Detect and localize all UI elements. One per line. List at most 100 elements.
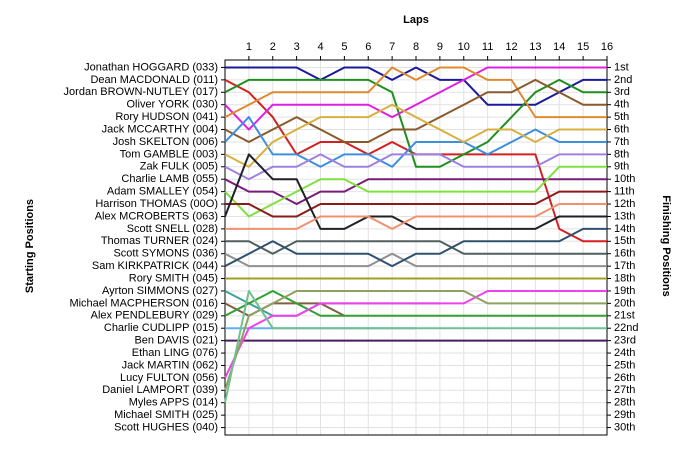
x-tick-label: 3 bbox=[294, 41, 300, 53]
y2-tick-label: 28th bbox=[614, 397, 635, 409]
x-tick-label: 4 bbox=[317, 41, 323, 53]
driver-label: Ayrton SIMMONS (027) bbox=[102, 285, 218, 297]
y2-tick-label: 8th bbox=[614, 148, 629, 160]
driver-label: Charlie CUDLIPP (015) bbox=[104, 322, 218, 334]
y2-tick-label: 6th bbox=[614, 123, 629, 135]
driver-label: Adam SMALLEY (054) bbox=[107, 186, 218, 198]
driver-label: Scott SNELL (028) bbox=[127, 223, 218, 235]
driver-label: Alex MCROBERTS (063) bbox=[95, 210, 218, 222]
y2-tick-label: 17th bbox=[614, 260, 635, 272]
y2-axis-title: Finishing Positions bbox=[660, 195, 672, 296]
y2-tick-label: 15th bbox=[614, 235, 635, 247]
driver-label: Thomas TURNER (024) bbox=[101, 235, 218, 247]
y2-tick-label: 5th bbox=[614, 111, 629, 123]
driver-line bbox=[225, 203, 607, 230]
x-tick-label: 16 bbox=[601, 41, 613, 53]
y2-tick-label: 13th bbox=[614, 210, 635, 222]
y2-tick-label: 25th bbox=[614, 359, 635, 371]
driver-line bbox=[224, 78, 607, 143]
x-tick-label: 10 bbox=[458, 41, 470, 53]
y2-tick-label: 26th bbox=[614, 372, 635, 384]
driver-label: Daniel LAMPORT (039) bbox=[102, 384, 218, 396]
y2-tick-label: 24th bbox=[614, 347, 635, 359]
driver-line bbox=[225, 66, 607, 106]
driver-label: Ethan LING (076) bbox=[132, 347, 218, 359]
driver-label: Tom GAMBLE (003) bbox=[120, 148, 218, 160]
y2-tick-label: 11th bbox=[614, 186, 635, 198]
driver-label: Rory SMITH (045) bbox=[129, 272, 218, 284]
driver-label: Josh SKELTON (006) bbox=[113, 136, 218, 148]
driver-line bbox=[224, 103, 607, 168]
y2-tick-label: 2nd bbox=[614, 74, 632, 86]
driver-line bbox=[225, 190, 607, 218]
driver-line bbox=[224, 153, 607, 181]
driver-label: Myles APPS (014) bbox=[129, 397, 218, 409]
driver-line bbox=[224, 289, 607, 379]
y2-tick-label: 16th bbox=[614, 248, 635, 260]
driver-label: Scott HUGHES (040) bbox=[114, 421, 218, 433]
x-tick-label: 9 bbox=[437, 41, 443, 53]
driver-line bbox=[224, 289, 607, 391]
driver-label: Jack MCCARTHY (004) bbox=[102, 123, 218, 135]
y2-tick-label: 14th bbox=[614, 223, 635, 235]
driver-label: Charlie LAMB (055) bbox=[121, 173, 218, 185]
driver-line bbox=[224, 178, 607, 206]
x-tick-label: 6 bbox=[365, 41, 371, 53]
driver-label: Michael SMITH (025) bbox=[114, 409, 218, 421]
driver-label: Michael MACPHERSON (016) bbox=[69, 297, 218, 309]
driver-line bbox=[224, 66, 607, 131]
y2-tick-label: 9th bbox=[614, 161, 629, 173]
y2-tick-label: 29th bbox=[614, 409, 635, 421]
y2-tick-label: 4th bbox=[614, 99, 629, 111]
driver-line bbox=[224, 252, 607, 268]
y2-tick-label: 30th bbox=[614, 421, 635, 433]
driver-label: Harrison THOMAS (00O) bbox=[95, 198, 218, 210]
x-tick-label: 11 bbox=[482, 41, 493, 53]
driver-label: Alex PENDLEBURY (029) bbox=[91, 310, 218, 322]
driver-line bbox=[224, 78, 607, 168]
driver-label: Oliver YORK (030) bbox=[127, 99, 219, 111]
driver-label: Scott SYMONS (036) bbox=[113, 248, 218, 260]
x-tick-label: 12 bbox=[505, 41, 517, 53]
y2-tick-label: 21st bbox=[614, 310, 635, 322]
chart-title: Laps bbox=[403, 14, 429, 26]
driver-line bbox=[225, 240, 607, 255]
driver-line bbox=[224, 165, 607, 218]
y-axis-title: Starting Positions bbox=[24, 199, 36, 293]
y2-tick-label: 19th bbox=[614, 285, 635, 297]
x-tick-label: 13 bbox=[529, 41, 541, 53]
driver-label: Jack MARTIN (062) bbox=[122, 359, 218, 371]
driver-line bbox=[224, 289, 607, 317]
y2-tick-label: 27th bbox=[614, 384, 635, 396]
driver-line bbox=[224, 289, 607, 403]
driver-line bbox=[224, 116, 607, 168]
y2-tick-label: 23rd bbox=[614, 335, 636, 347]
x-tick-label: 1 bbox=[246, 41, 252, 53]
driver-line bbox=[224, 227, 607, 268]
x-tick-label: 14 bbox=[553, 41, 565, 53]
driver-line bbox=[224, 153, 607, 230]
plot-border bbox=[224, 59, 608, 436]
y2-tick-label: 22nd bbox=[614, 322, 638, 334]
y2-tick-label: 1st bbox=[614, 61, 629, 73]
driver-label: Jonathan HOGGARD (033) bbox=[84, 61, 218, 73]
x-tick-label: 5 bbox=[341, 41, 347, 53]
driver-label: Jordan BROWN-NUTLEY (017) bbox=[64, 86, 218, 98]
x-tick-label: 8 bbox=[413, 41, 419, 53]
driver-label: Dean MACDONALD (011) bbox=[90, 74, 218, 86]
driver-label: Ben DAVIS (021) bbox=[134, 335, 218, 347]
y2-tick-label: 12th bbox=[614, 198, 635, 210]
driver-label: Lucy FULTON (056) bbox=[120, 372, 218, 384]
x-tick-label: 2 bbox=[270, 41, 276, 53]
driver-label: Zak FULK (005) bbox=[140, 161, 218, 173]
x-tick-label: 15 bbox=[577, 41, 589, 53]
y2-tick-label: 20th bbox=[614, 297, 635, 309]
driver-label: Rory HUDSON (041) bbox=[115, 111, 218, 123]
y2-tick-label: 10th bbox=[614, 173, 635, 185]
y2-tick-label: 7th bbox=[614, 136, 629, 148]
y2-tick-label: 3rd bbox=[614, 86, 630, 98]
x-tick-label: 7 bbox=[389, 41, 395, 53]
y2-tick-label: 18th bbox=[614, 272, 635, 284]
driver-line bbox=[224, 66, 607, 119]
